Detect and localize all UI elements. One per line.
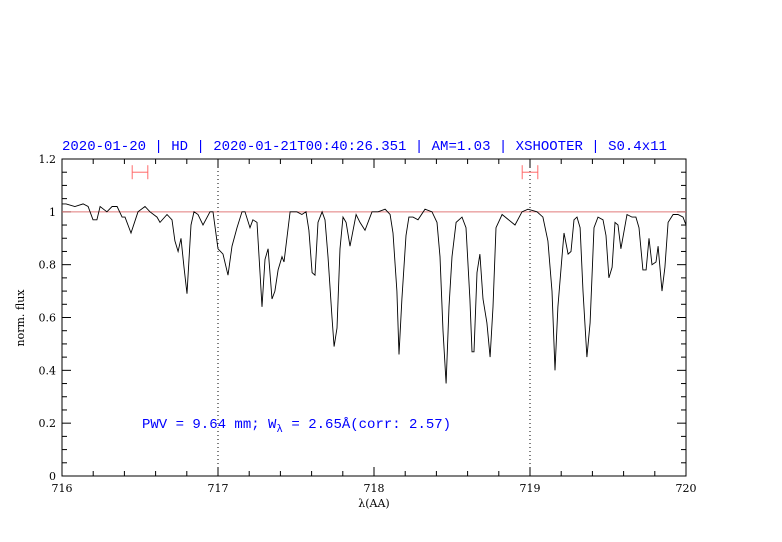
y-tick-label: 1: [49, 206, 56, 219]
y-tick-label: 0.2: [39, 417, 57, 430]
y-tick-label: 0.8: [39, 259, 57, 272]
x-tick-label: 717: [208, 482, 229, 495]
x-tick-label: 716: [52, 482, 73, 495]
x-tick-label: 719: [520, 482, 541, 495]
annotation-subscript: λ: [276, 424, 283, 436]
spectrum-line: [62, 203, 687, 384]
y-tick-label: 0.4: [39, 364, 57, 377]
y-tick-label: 0.6: [39, 312, 57, 325]
y-tick-label: 0: [49, 470, 56, 483]
x-axis-title: λ(AA): [358, 497, 389, 510]
x-tick-label: 718: [364, 482, 385, 495]
annotation-prefix: PWV = 9.64 mm; W: [142, 417, 277, 433]
y-tick-label: 1.2: [39, 153, 57, 166]
y-axis-title: norm. flux: [14, 289, 27, 347]
annotation-suffix: = 2.65Å(corr: 2.57): [283, 416, 451, 433]
chart-title: 2020-01-20 | HD | 2020-01-21T00:40:26.35…: [62, 139, 667, 155]
x-tick-label: 720: [676, 482, 697, 495]
pwv-annotation: PWV = 9.64 mm; Wλ = 2.65Å(corr: 2.57): [142, 416, 451, 436]
